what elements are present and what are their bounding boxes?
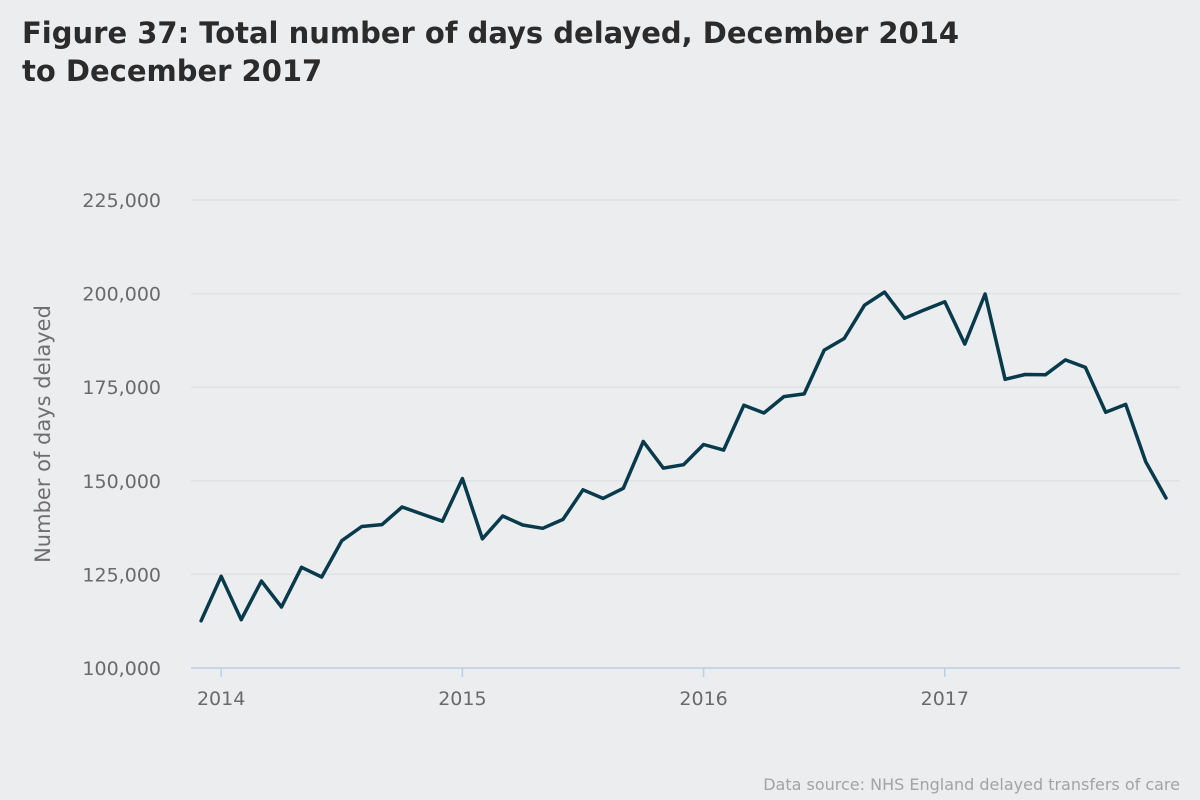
data-point bbox=[943, 300, 947, 304]
data-source-note: Data source: NHS England delayed transfe… bbox=[763, 775, 1180, 794]
data-point bbox=[259, 579, 263, 583]
data-point bbox=[380, 523, 384, 527]
data-point bbox=[621, 486, 625, 490]
chart-title: Figure 37: Total number of days delayed,… bbox=[22, 14, 1102, 90]
data-point bbox=[480, 537, 484, 541]
x-tick-label: 2014 bbox=[197, 688, 245, 710]
x-tick-label: 2017 bbox=[921, 688, 969, 710]
data-point bbox=[1144, 460, 1148, 464]
data-point bbox=[1164, 496, 1168, 500]
data-point bbox=[1083, 365, 1087, 369]
y-tick-label: 200,000 bbox=[82, 284, 161, 306]
data-point bbox=[1124, 402, 1128, 406]
data-point bbox=[279, 605, 283, 609]
data-point bbox=[661, 466, 665, 470]
x-tick-label: 2016 bbox=[679, 688, 727, 710]
data-point bbox=[1023, 372, 1027, 376]
data-point bbox=[682, 463, 686, 467]
data-point bbox=[963, 342, 967, 346]
y-tick-label: 225,000 bbox=[82, 190, 161, 212]
data-point bbox=[1104, 410, 1108, 414]
y-tick-label: 150,000 bbox=[82, 471, 161, 493]
y-axis-label: Number of days delayed bbox=[31, 305, 55, 563]
chart-title-line-2: to December 2017 bbox=[22, 54, 323, 88]
data-point bbox=[581, 488, 585, 492]
data-point bbox=[842, 337, 846, 341]
y-tick-label: 175,000 bbox=[82, 377, 161, 399]
data-point bbox=[802, 392, 806, 396]
data-point bbox=[340, 539, 344, 543]
data-point bbox=[722, 448, 726, 452]
data-point bbox=[601, 496, 605, 500]
data-point bbox=[641, 439, 645, 443]
data-point bbox=[400, 505, 404, 509]
data-point bbox=[983, 292, 987, 296]
data-point bbox=[822, 348, 826, 352]
data-point bbox=[320, 575, 324, 579]
data-point bbox=[883, 290, 887, 294]
data-point bbox=[360, 524, 364, 528]
data-point bbox=[762, 411, 766, 415]
y-tick-label: 125,000 bbox=[82, 564, 161, 586]
data-point bbox=[219, 574, 223, 578]
data-point bbox=[460, 477, 464, 481]
data-point bbox=[923, 308, 927, 312]
data-point bbox=[903, 316, 907, 320]
data-point bbox=[299, 565, 303, 569]
data-point bbox=[862, 303, 866, 307]
data-point bbox=[440, 519, 444, 523]
x-axis: 2014 2015 2016 2017 bbox=[191, 667, 1180, 710]
data-point bbox=[702, 442, 706, 446]
data-point bbox=[782, 395, 786, 399]
data-point bbox=[1063, 358, 1067, 362]
data-point bbox=[521, 523, 525, 527]
data-point bbox=[742, 403, 746, 407]
data-point bbox=[541, 526, 545, 530]
y-axis-ticks: 100,000 125,000 150,000 175,000 200,000 225,0… bbox=[82, 190, 161, 680]
series-group bbox=[199, 290, 1168, 623]
data-point bbox=[501, 514, 505, 518]
x-tick-label: 2015 bbox=[438, 688, 486, 710]
data-point bbox=[1003, 377, 1007, 381]
data-point bbox=[420, 512, 424, 516]
gridlines bbox=[191, 199, 1180, 576]
data-point bbox=[561, 517, 565, 521]
y-tick-label: 100,000 bbox=[82, 658, 161, 680]
chart-title-line-1: Figure 37: Total number of days delayed,… bbox=[22, 16, 960, 50]
data-point bbox=[239, 618, 243, 622]
series-line bbox=[199, 290, 1168, 623]
data-point bbox=[1043, 373, 1047, 377]
data-point bbox=[199, 619, 203, 623]
